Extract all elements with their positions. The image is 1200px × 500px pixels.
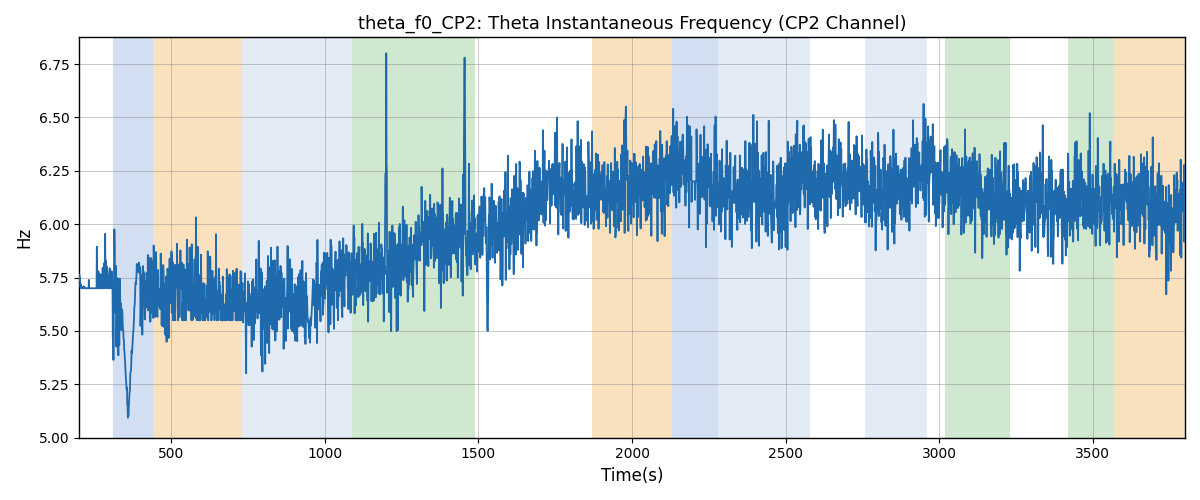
Bar — [946, 38, 1010, 438]
Bar — [1068, 38, 1115, 438]
Bar — [865, 38, 926, 438]
Bar — [242, 38, 353, 438]
Bar — [1115, 38, 1186, 438]
Bar — [592, 38, 672, 438]
Bar — [672, 38, 718, 438]
Bar — [353, 38, 475, 438]
Y-axis label: Hz: Hz — [14, 227, 32, 248]
Title: theta_f0_CP2: Theta Instantaneous Frequency (CP2 Channel): theta_f0_CP2: Theta Instantaneous Freque… — [358, 15, 906, 34]
Bar — [113, 38, 152, 438]
Bar — [152, 38, 242, 438]
X-axis label: Time(s): Time(s) — [601, 467, 664, 485]
Bar — [718, 38, 810, 438]
